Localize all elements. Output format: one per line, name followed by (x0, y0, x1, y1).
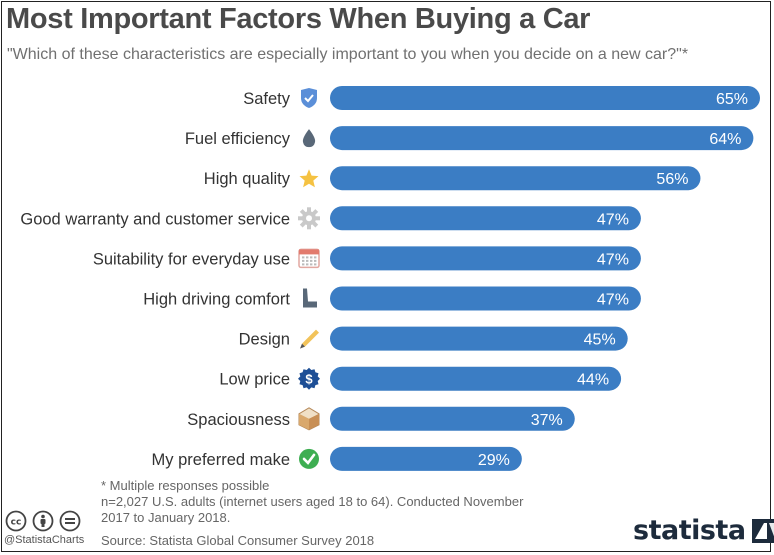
price-badge-icon: $ (298, 367, 320, 390)
bar (330, 366, 622, 391)
statista-handle: @StatistaCharts (4, 534, 85, 546)
bar (330, 166, 701, 191)
footnote-sample: n=2,027 U.S. adults (internet users aged… (101, 494, 524, 509)
bar-row: Spaciousness 37% (187, 406, 575, 431)
bar-row: Suitability for everyday use 47% (93, 246, 641, 271)
bar-chart: Safety 65% Fuel efficiency 64% High quality 5… (20, 86, 760, 471)
category-label: Good warranty and customer service (20, 210, 290, 228)
svg-text:$: $ (305, 372, 313, 387)
calendar-icon (298, 248, 320, 269)
bar (330, 406, 575, 431)
svg-text:cc: cc (11, 518, 22, 528)
footnote: * Multiple responses possible n=2,027 U.… (101, 478, 523, 526)
chart-subtitle: "Which of these characteristics are espe… (7, 46, 689, 63)
bar-row: Design 45% (239, 326, 628, 351)
seat-icon (303, 288, 317, 308)
bar (330, 206, 641, 231)
bar-row: Fuel efficiency 64% (185, 126, 754, 151)
footnote-multiple: * Multiple responses possible (101, 478, 270, 493)
value-label: 65% (716, 91, 748, 108)
cc-icon[interactable]: cc (5, 510, 27, 532)
category-label: Fuel efficiency (185, 130, 291, 148)
bar-row: Good warranty and customer service 47% (20, 206, 641, 231)
box-icon (298, 407, 320, 431)
source-text: Source: Statista Global Consumer Survey … (101, 533, 375, 548)
bar-row: High quality 56% (204, 166, 701, 191)
attribution-icon[interactable] (32, 510, 54, 532)
value-label: 56% (656, 171, 688, 188)
bar (330, 446, 522, 471)
bar (330, 286, 641, 311)
bar (330, 326, 628, 351)
bar-row: Low price $44% (219, 366, 622, 391)
gear-icon (298, 207, 320, 230)
license-icons: cc (5, 510, 81, 532)
value-label: 47% (597, 211, 629, 228)
check-icon (299, 448, 319, 469)
pencil-icon (300, 329, 319, 349)
value-label: 37% (531, 412, 563, 429)
bar-row: Safety 65% (243, 86, 760, 110)
category-label: Spaciousness (187, 411, 290, 429)
chart-title: Most Important Factors When Buying a Car (6, 3, 591, 35)
value-label: 29% (478, 452, 510, 469)
category-label: Safety (243, 90, 291, 108)
statista-logo-icon (751, 518, 774, 543)
category-label: My preferred make (152, 451, 290, 469)
value-label: 47% (597, 292, 629, 309)
statista-wordmark: statista (633, 515, 746, 546)
category-label: Low price (219, 371, 290, 389)
bar (330, 86, 760, 110)
value-label: 64% (709, 131, 741, 148)
bar (330, 126, 754, 151)
drop-icon (302, 129, 316, 148)
no-derivatives-icon[interactable] (59, 510, 81, 532)
footnote-period: 2017 to January 2018. (101, 510, 231, 525)
category-label: Design (239, 331, 290, 349)
category-label: Suitability for everyday use (93, 250, 290, 268)
category-label: High quality (204, 170, 291, 188)
value-label: 47% (597, 251, 629, 268)
value-label: 44% (577, 372, 609, 389)
star-icon (299, 169, 319, 188)
bar (330, 246, 641, 271)
shield-icon (301, 88, 317, 108)
bar-row: High driving comfort 47% (143, 286, 641, 311)
category-label: High driving comfort (143, 291, 290, 309)
value-label: 45% (584, 332, 616, 349)
bar-row: My preferred make 29% (152, 446, 522, 471)
statista-logo[interactable]: statista (633, 515, 774, 546)
